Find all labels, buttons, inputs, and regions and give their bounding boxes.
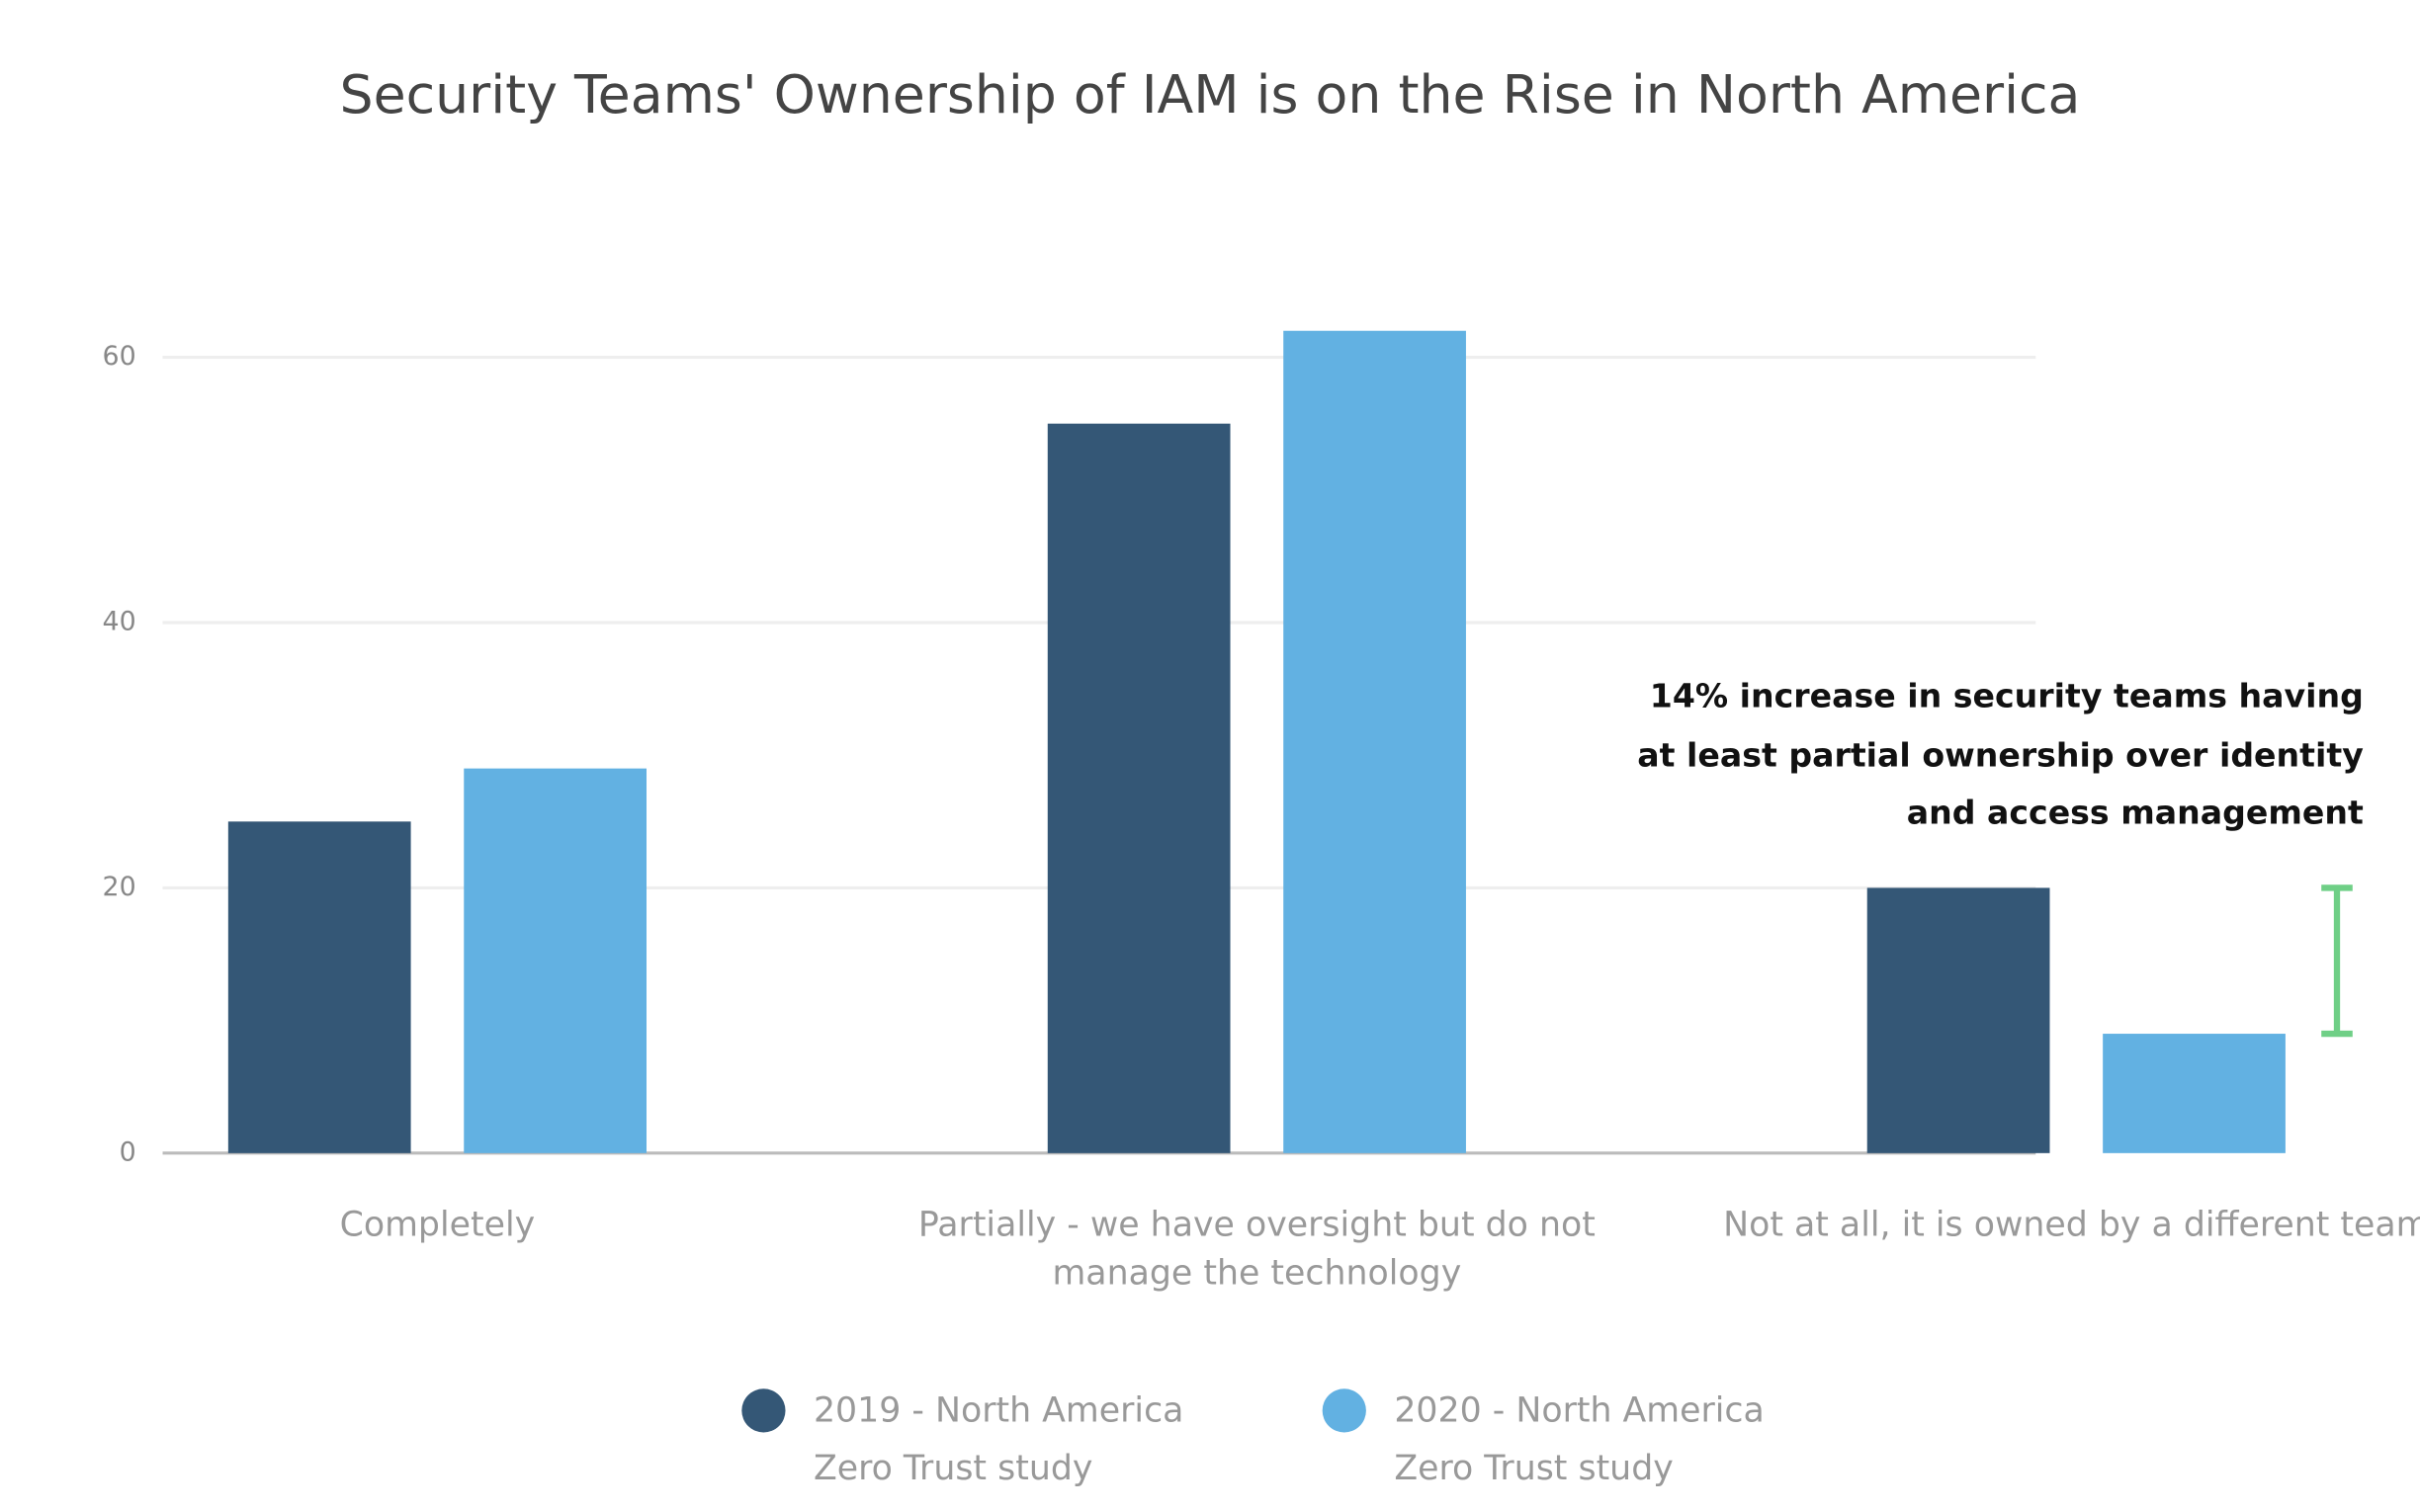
annotation: 14% increase in security teams having at…	[1637, 677, 2364, 832]
legend-label: 2019 - North America Zero Trust study	[813, 1391, 1184, 1489]
x-tick-label: Partially - we have oversight but do not…	[917, 1206, 1596, 1294]
legend-label: 2020 - North America Zero Trust study	[1394, 1391, 1765, 1489]
bar	[464, 768, 647, 1153]
y-tick-label: 0	[120, 1136, 136, 1167]
legend-label-box: 2019 - North America Zero Trust study	[813, 1391, 1184, 1489]
bar	[2103, 1034, 2286, 1153]
chart-title: Security Teams' Ownership of IAM is on t…	[340, 63, 2081, 126]
bar	[1866, 887, 2050, 1153]
annotation-box: 14% increase in security teams having at…	[1637, 677, 2364, 832]
x-tick-label-box: Not at all, it is owned by a different t…	[1723, 1206, 2420, 1245]
y-tick-label: 20	[103, 872, 136, 902]
legend-marker	[741, 1388, 786, 1433]
y-tick-label: 40	[103, 607, 136, 637]
bar	[1047, 423, 1231, 1153]
legend-marker	[1322, 1388, 1366, 1433]
x-tick-label-box: Completely	[339, 1206, 536, 1245]
x-tick-label: Completely	[339, 1206, 536, 1245]
y-tick-label: 60	[103, 341, 136, 372]
bar	[227, 821, 411, 1153]
difference-bracket	[2321, 884, 2353, 1038]
legend-label-box: 2020 - North America Zero Trust study	[1394, 1391, 1765, 1489]
x-tick-label: Not at all, it is owned by a different t…	[1723, 1206, 2420, 1245]
x-tick-label-box: Partially - we have oversight but do not…	[917, 1206, 1596, 1294]
bar	[1283, 330, 1466, 1153]
